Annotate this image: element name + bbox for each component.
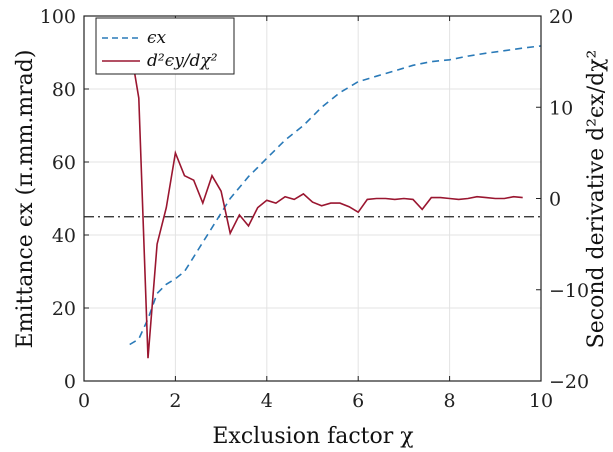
y-left-tick-label: 60 (52, 152, 76, 174)
legend-box (95, 17, 235, 75)
y-left-tick-labels: 0 20 40 60 80 100 (40, 6, 76, 393)
legend: ϵx d²ϵy/dχ² (95, 17, 235, 75)
x-tick-label: 8 (444, 390, 456, 412)
y-right-tick-label: −20 (549, 371, 589, 393)
y-left-tick-label: 0 (64, 371, 76, 393)
y-left-tick-label: 100 (40, 6, 76, 28)
x-tick-label: 4 (261, 390, 273, 412)
y-right-tick-label: 20 (549, 6, 573, 28)
y-right-tick-labels: −20 −10 0 10 20 (549, 6, 589, 393)
series-emittance-line (129, 45, 542, 346)
legend-label-emittance: ϵx (147, 28, 167, 48)
y-left-tick-label: 80 (52, 79, 76, 101)
x-tick-label: 6 (352, 390, 364, 412)
x-axis-label: Exclusion factor χ (212, 424, 413, 449)
y-axis-left-label: Emittance ϵx (π.mm.mrad) (13, 50, 38, 349)
y-axis-right-label: Second derivative d²ϵx/dχ² (584, 50, 609, 349)
legend-label-second-derivative: d²ϵy/dχ² (147, 51, 218, 71)
y-right-tick-label: −10 (549, 280, 589, 302)
y-left-tick-label: 20 (52, 298, 76, 320)
x-tick-label: 0 (78, 390, 90, 412)
series-second-derivative-line (128, 43, 523, 359)
y-left-tick-label: 40 (52, 225, 76, 247)
x-tick-labels: 0 2 4 6 8 10 (78, 390, 553, 412)
y-right-tick-label: 10 (549, 97, 573, 119)
y-right-tick-label: 0 (549, 189, 561, 211)
x-tick-label: 2 (169, 390, 181, 412)
x-tick-label: 10 (529, 390, 553, 412)
